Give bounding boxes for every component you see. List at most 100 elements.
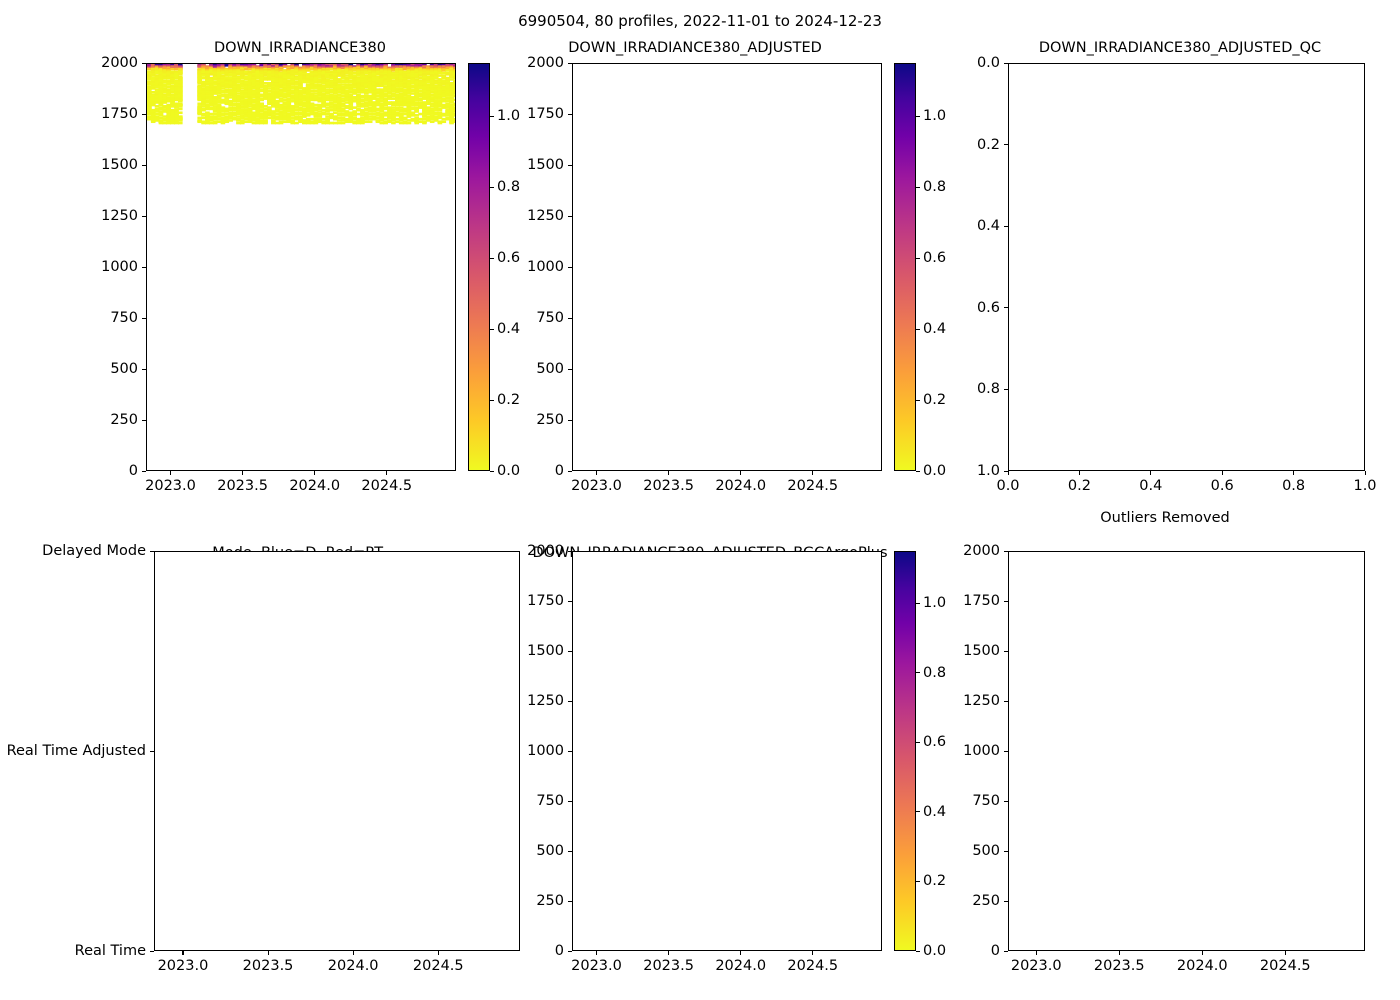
panel-outliers-ytick-label-7: 1750: [963, 593, 1000, 609]
panel-adjusted-ytick-label-3: 750: [536, 310, 564, 326]
panel-adjusted-xtick-label-2: 2024.0: [715, 478, 767, 494]
panel-qc-xtick-mark-4: [1293, 471, 1295, 475]
panel-raw-axes[interactable]: [146, 63, 456, 471]
panel-bgcargoplus-ytick-mark-1: [568, 900, 572, 902]
panel-mode-xtick-label-1: 2023.5: [242, 958, 294, 974]
panel-adjusted-cbar-tick-label-5: 1.0: [923, 108, 947, 125]
panel-adjusted-cbar-tick-label-4: 0.8: [923, 179, 947, 196]
panel-raw-ytick-label-6: 1500: [101, 157, 138, 173]
panel-adjusted-ytick-mark-1: [568, 419, 572, 421]
panel-bgcargoplus-ytick-label-2: 500: [536, 843, 564, 859]
panel-bgcargoplus-ytick-label-4: 1000: [527, 743, 564, 759]
panel-raw-xtick-mark-0: [170, 471, 172, 475]
panel-outliers-ytick-mark-8: [1004, 550, 1008, 552]
panel-outliers-ytick-mark-1: [1004, 900, 1008, 902]
panel-outliers-xtick-label-1: 2023.5: [1093, 958, 1145, 974]
panel-raw-ytick-mark-0: [142, 470, 146, 472]
panel-adjusted-cbar-tick-label-0: 0.0: [923, 463, 947, 479]
panel-adjusted-ytick-label-0: 0: [554, 463, 564, 479]
panel-mode-ytick-label-1: Real Time Adjusted: [6, 743, 146, 759]
panel-mode-axes[interactable]: [154, 551, 520, 951]
panel-qc-ytick-mark-2: [1004, 225, 1008, 227]
panel-adjusted-ytick-label-2: 500: [536, 361, 564, 377]
panel-mode-xtick-mark-3: [437, 951, 439, 955]
panel-adjusted-xtick-mark-3: [812, 471, 814, 475]
panel-outliers-ytick-mark-3: [1004, 800, 1008, 802]
panel-raw-ytick-label-7: 1750: [101, 106, 138, 122]
panel-bgcargoplus-xtick-label-2: 2024.0: [715, 958, 767, 974]
panel-bgcargoplus-cbar-tick-mark-5: [916, 602, 920, 604]
panel-adjusted-xtick-mark-0: [596, 471, 598, 475]
panel-adjusted-ytick-mark-6: [568, 164, 572, 166]
panel-raw-xtick-label-3: 2024.5: [361, 478, 413, 494]
panel-adjusted-axes[interactable]: [572, 63, 882, 471]
panel-adjusted-xtick-label-1: 2023.5: [643, 478, 694, 494]
panel-raw-cbar-tick-mark-0: [490, 470, 494, 472]
panel-bgcargoplus-ytick-label-7: 1750: [527, 593, 564, 609]
panel-mode-ytick-label-0: Delayed Mode: [42, 543, 146, 559]
panel-adjusted-ytick-label-1: 250: [536, 412, 564, 428]
panel-bgcargoplus-ytick-mark-7: [568, 600, 572, 602]
panel-adjusted-cbar-tick-mark-2: [916, 328, 920, 330]
panel-raw-ytick-mark-7: [142, 113, 146, 115]
panel-adjusted-ytick-label-6: 1500: [527, 157, 564, 173]
panel-outliers-ytick-label-1: 250: [972, 893, 1000, 909]
panel-bgcargoplus-ytick-label-8: 2000: [527, 543, 564, 559]
panel-bgcargoplus-xtick-mark-0: [596, 951, 598, 955]
panel-qc-ytick-mark-4: [1004, 388, 1008, 390]
panel-mode-ytick-mark-0: [150, 550, 154, 552]
panel-outliers-title: Outliers Removed: [1100, 510, 1230, 526]
panel-adjusted-ytick-mark-5: [568, 215, 572, 217]
panel-qc-ytick-label-0: 0.0: [976, 55, 1000, 71]
panel-adjusted-cbar-tick-label-2: 0.4: [923, 321, 947, 338]
panel-adjusted-xtick-mark-1: [668, 471, 670, 475]
panel-bgcargoplus-axes[interactable]: [572, 551, 882, 951]
panel-raw-ytick-label-2: 500: [110, 361, 138, 377]
panel-bgcargoplus-xtick-label-3: 2024.5: [787, 958, 839, 974]
panel-raw-cbar-tick-label-5: 1.0: [497, 108, 521, 125]
panel-adjusted-cbar-tick-mark-5: [916, 115, 920, 117]
panel-outliers-ytick-label-5: 1250: [963, 693, 1000, 709]
panel-qc-xtick-mark-3: [1221, 471, 1223, 475]
panel-bgcargoplus-ytick-mark-2: [568, 850, 572, 852]
panel-raw-ytick-mark-5: [142, 215, 146, 217]
panel-raw-xtick-label-2: 2024.0: [289, 478, 341, 494]
panel-bgcargoplus-cbar-tick-mark-3: [916, 741, 920, 743]
panel-outliers-ytick-mark-6: [1004, 650, 1008, 652]
panel-bgcargoplus-ytick-mark-0: [568, 950, 572, 952]
panel-outliers-ytick-mark-0: [1004, 950, 1008, 952]
panel-raw-cbar-tick-label-3: 0.6: [497, 250, 521, 267]
panel-bgcargoplus-ytick-mark-3: [568, 800, 572, 802]
panel-qc-ytick-label-1: 0.2: [976, 136, 1000, 153]
panel-outliers-axes[interactable]: [1008, 551, 1365, 951]
panel-bgcargoplus-ytick-label-3: 750: [536, 793, 564, 809]
panel-raw-heatmap: [147, 64, 455, 470]
panel-bgcargoplus-cbar-tick-label-5: 1.0: [923, 595, 947, 612]
panel-raw-ytick-label-5: 1250: [101, 208, 138, 224]
figure-suptitle: 6990504, 80 profiles, 2022-11-01 to 2024…: [518, 12, 882, 30]
panel-adjusted-cbar-tick-mark-1: [916, 399, 920, 401]
panel-outliers-xtick-label-3: 2024.5: [1259, 958, 1311, 974]
panel-bgcargoplus-xtick-mark-3: [812, 951, 814, 955]
panel-raw-colorbar: [468, 63, 490, 471]
panel-mode-ytick-mark-2: [150, 950, 154, 952]
panel-qc-ytick-mark-5: [1004, 470, 1008, 472]
panel-bgcargoplus-ytick-label-5: 1250: [527, 693, 564, 709]
panel-qc-ytick-label-5: 1.0: [976, 463, 1000, 479]
panel-raw-cbar-tick-label-2: 0.4: [497, 321, 521, 338]
panel-qc-axes[interactable]: [1008, 63, 1365, 471]
panel-outliers-xtick-mark-2: [1201, 951, 1203, 955]
panel-adjusted-ytick-mark-7: [568, 113, 572, 115]
panel-outliers-ytick-label-8: 2000: [963, 543, 1000, 559]
panel-qc-xtick-label-2: 0.4: [1139, 478, 1163, 494]
panel-qc-xtick-mark-1: [1078, 471, 1080, 475]
panel-adjusted-cbar-tick-mark-0: [916, 470, 920, 472]
panel-bgcargoplus-ytick-label-1: 250: [536, 893, 564, 909]
panel-outliers-ytick-mark-2: [1004, 850, 1008, 852]
panel-bgcargoplus-xtick-mark-1: [668, 951, 670, 955]
panel-bgcargoplus-ytick-mark-4: [568, 750, 572, 752]
panel-bgcargoplus-ytick-mark-8: [568, 550, 572, 552]
panel-outliers-xtick-label-0: 2023.0: [1010, 958, 1062, 974]
panel-raw-ytick-label-3: 750: [110, 310, 138, 326]
